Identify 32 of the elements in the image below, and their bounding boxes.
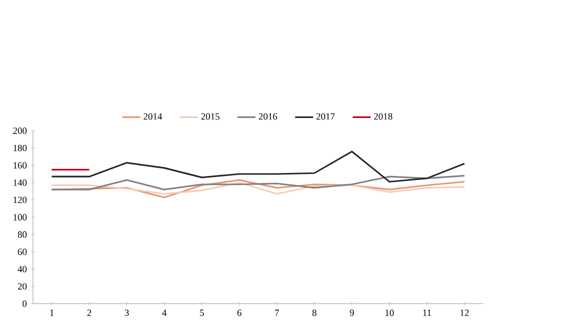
line-series [50,179,466,198]
y-tick-label: 200 [13,127,27,134]
x-tick-label: 7 [275,310,279,316]
y-tick-label: 60 [18,248,27,255]
y-tick-label: 180 [14,144,27,152]
y-tick-label: 40 [18,266,27,272]
y-tick-label: 20 [18,283,27,290]
legend-label: 2017 [316,113,335,120]
x-tick-label: 10 [386,310,394,316]
y-tick-label: 80 [18,231,27,238]
x-tick-label: 11 [423,310,431,316]
y-tick-label: 140 [14,179,27,186]
x-tick-label: 3 [124,310,129,316]
x-tick-label: 6 [237,310,242,316]
legend-label: 2016 [258,113,278,120]
line-series [50,182,466,195]
line-series [50,150,466,182]
y-tick-label: 160 [14,162,27,168]
y-tick-label: 120 [14,196,27,204]
legend-label: 2018 [374,113,392,120]
legend-label: 2014 [144,113,162,120]
x-tick-label: 2 [87,310,92,316]
x-tick-label: 5 [200,310,204,316]
x-tick-label: 12 [460,310,469,316]
line-series [50,174,466,190]
y-tick-label: 100 [14,214,27,220]
x-tick-label: 9 [350,310,354,316]
y-tick-label: 0 [22,300,27,307]
x-tick-label: 1 [50,310,54,316]
legend-label: 2015 [201,113,220,120]
x-tick-label: 4 [162,310,167,316]
x-tick-label: 8 [312,310,316,316]
